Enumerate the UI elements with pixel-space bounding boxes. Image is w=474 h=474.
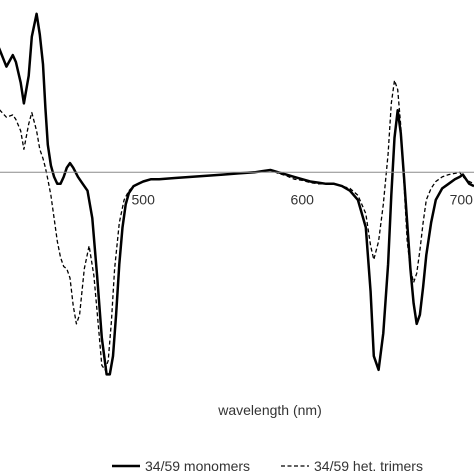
series-layer (0, 12, 474, 376)
x-tick-label: 600 (291, 191, 315, 207)
legend-label-monomers: 34/59 monomers (145, 458, 250, 474)
x-tick-labels: 400500600700 (132, 191, 474, 207)
x-tick-label: 500 (132, 191, 156, 207)
legend: 34/59 monomers 34/59 het. trimers (112, 458, 423, 474)
legend-label-trimers: 34/59 het. trimers (314, 458, 423, 474)
x-axis-title: wavelength (nm) (217, 402, 322, 418)
series-line-trimers (0, 79, 474, 371)
series-line-monomers (0, 12, 474, 376)
x-tick-label: 700 (450, 191, 474, 207)
